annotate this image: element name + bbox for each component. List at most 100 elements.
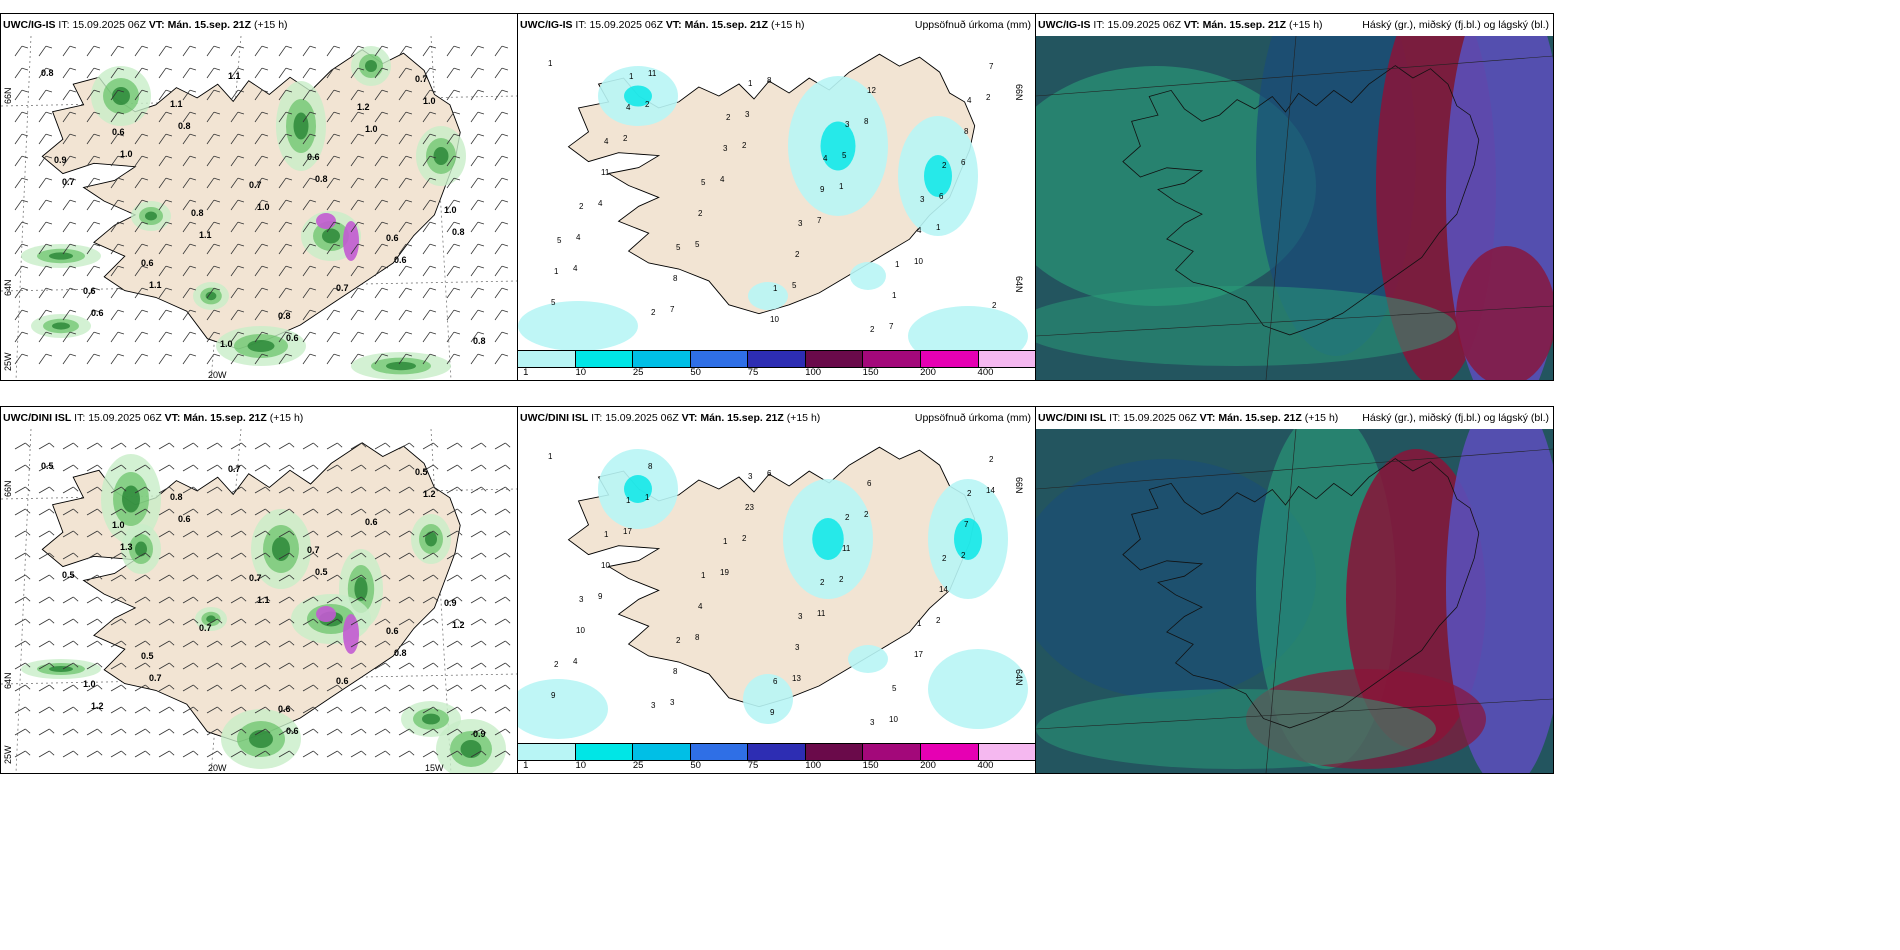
- wind-barb: [134, 662, 151, 670]
- wind-barb-shaft: [446, 552, 458, 560]
- wind-barb-flag: [73, 530, 79, 536]
- wind-barb-flag: [45, 45, 53, 49]
- wind-barb-flag: [141, 199, 149, 203]
- wind-barb: [374, 640, 391, 648]
- wind-barb-shaft: [446, 287, 455, 299]
- wind-barb-shaft: [398, 750, 410, 758]
- wind-barb-flag: [477, 133, 485, 137]
- wind-barb-shaft: [470, 177, 479, 189]
- wind-barb-shaft: [206, 111, 215, 123]
- wind-barb-shaft: [14, 596, 26, 604]
- it-label: IT:: [591, 412, 603, 424]
- wind-barb: [86, 574, 103, 582]
- graticule-line: [1036, 55, 1553, 97]
- wind-barb: [278, 728, 295, 736]
- wind-barb: [350, 155, 365, 167]
- wind-barb-flag: [73, 552, 79, 558]
- wind-barb: [134, 199, 149, 211]
- wind-barb-shaft: [14, 353, 23, 365]
- precip-value-label: 3: [723, 144, 728, 153]
- colorbar-tick-label: 400: [977, 760, 994, 771]
- wind-barb-flag: [217, 684, 223, 690]
- wind-barb-flag: [481, 486, 487, 492]
- wind-barb-shaft: [62, 508, 74, 516]
- wind-barb-flag: [189, 199, 197, 203]
- wind-barb: [446, 155, 461, 167]
- wind-barb-shaft: [398, 706, 410, 714]
- wind-barb: [158, 728, 175, 736]
- precip-value-label: 0.8: [452, 227, 465, 237]
- wind-barb-shaft: [398, 221, 407, 233]
- wind-barb-shaft: [326, 552, 338, 560]
- wind-barb: [326, 618, 343, 626]
- wind-barb-flag: [361, 662, 367, 668]
- precip-area: [293, 112, 309, 140]
- colorbar-cell: [690, 744, 749, 760]
- wind-barb: [326, 331, 341, 343]
- wind-barb: [470, 353, 485, 365]
- wind-barb: [134, 111, 149, 123]
- wind-barb-shaft: [422, 706, 434, 714]
- wind-barb-shaft: [494, 486, 506, 494]
- wind-barb-shaft: [134, 618, 146, 626]
- wind-barb-shaft: [182, 728, 194, 736]
- wind-barb: [158, 45, 173, 57]
- wind-barb-flag: [309, 243, 317, 247]
- wind-barb-flag: [49, 464, 55, 470]
- precip-value-label: 5: [792, 281, 797, 290]
- wind-barb: [422, 574, 439, 582]
- wind-barb-shaft: [422, 287, 431, 299]
- wind-barb: [110, 221, 125, 233]
- wind-barb: [278, 442, 295, 450]
- wind-barb-shaft: [494, 618, 506, 626]
- wind-barb: [110, 89, 125, 101]
- wind-barb-flag: [453, 287, 461, 291]
- wind-barb-shaft: [494, 508, 506, 516]
- wind-barb-flag: [121, 706, 127, 712]
- wind-barb-shaft: [470, 684, 482, 692]
- panel-header: UWC/IG-IS IT: 15.09.2025 06Z VT: Mán. 15…: [518, 14, 1035, 36]
- wind-barb-flag: [333, 331, 341, 335]
- wind-barb-shaft: [422, 442, 434, 450]
- wind-barb-shaft: [398, 199, 407, 211]
- wind-barb: [374, 486, 391, 494]
- wind-barb: [206, 574, 223, 582]
- wind-barb-flag: [385, 728, 391, 734]
- lat-label: 66N: [3, 87, 13, 104]
- wind-barb-flag: [261, 331, 269, 335]
- colorbar-tick-label: 75: [747, 367, 759, 378]
- wind-barb-shaft: [110, 508, 122, 516]
- wind-barb-flag: [433, 662, 439, 668]
- wind-barb-flag: [213, 353, 221, 357]
- wind-barb-shaft: [62, 640, 74, 648]
- wind-barb-shaft: [230, 155, 239, 167]
- wind-barb: [470, 287, 485, 299]
- wind-barb-flag: [313, 728, 319, 734]
- wind-barb: [230, 750, 247, 758]
- wind-barb: [254, 89, 269, 101]
- wind-barb-shaft: [62, 133, 71, 145]
- wind-barb-shaft: [374, 486, 386, 494]
- wind-barb: [398, 45, 413, 57]
- wind-barb-shaft: [14, 155, 23, 167]
- wind-barb-shaft: [182, 684, 194, 692]
- wind-barb: [158, 287, 173, 299]
- wind-barb-shaft: [230, 574, 242, 582]
- wind-barb-flag: [481, 662, 487, 668]
- wind-barb-flag: [285, 45, 293, 49]
- wind-barb-flag: [241, 530, 247, 536]
- wind-barb-shaft: [86, 640, 98, 648]
- wind-barb-flag: [241, 486, 247, 492]
- wind-barb: [350, 221, 365, 233]
- wind-barb-flag: [501, 353, 509, 357]
- wind-barb: [422, 552, 439, 560]
- wind-barb-flag: [217, 750, 223, 756]
- wind-barb-flag: [337, 508, 343, 514]
- wind-barb-shaft: [206, 45, 215, 57]
- wind-barb-shaft: [158, 177, 167, 189]
- wind-barb: [254, 662, 271, 670]
- wind-barb: [86, 442, 103, 450]
- wind-barb-shaft: [422, 728, 434, 736]
- wind-barb-shaft: [350, 552, 362, 560]
- wind-barb-shaft: [110, 155, 119, 167]
